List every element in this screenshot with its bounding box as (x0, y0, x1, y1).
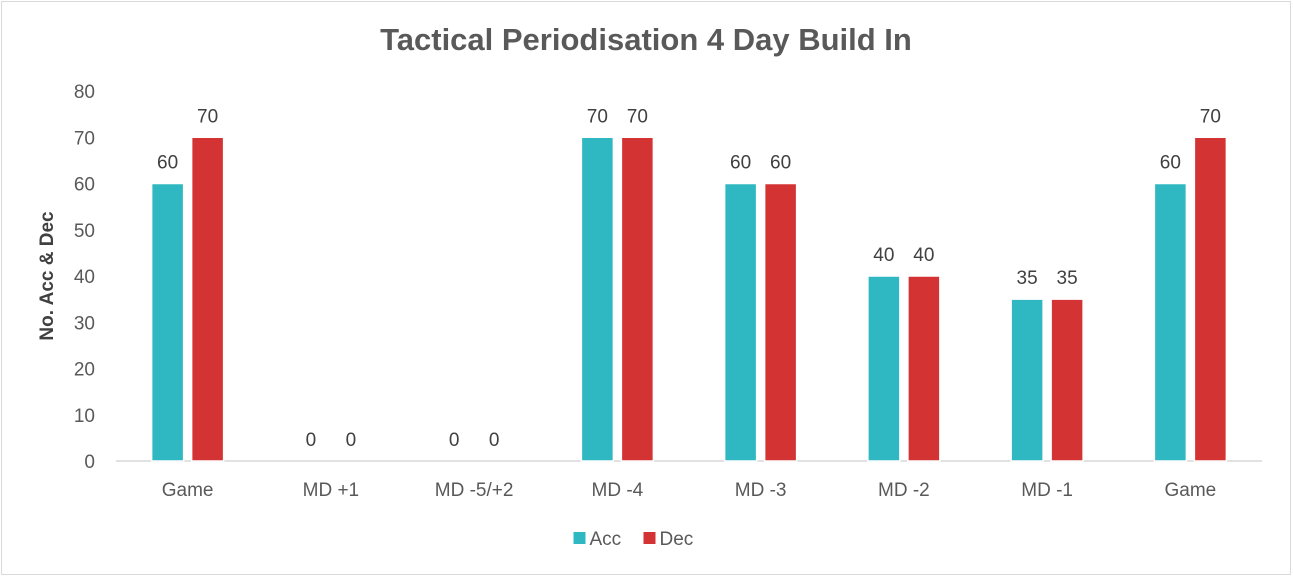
x-tick-label: MD -3 (735, 480, 787, 501)
bar-acc (723, 182, 758, 462)
y-tick-label: 50 (74, 221, 95, 242)
data-label-acc: 35 (1017, 268, 1038, 289)
bar-dec (620, 136, 655, 462)
y-tick-label: 0 (84, 452, 95, 473)
data-label-dec: 70 (1200, 106, 1221, 127)
data-label-dec: 70 (197, 106, 218, 127)
bar-acc (867, 275, 901, 462)
data-label-acc: 60 (1160, 153, 1181, 174)
bar-dec (763, 182, 798, 462)
data-label-acc: 70 (587, 106, 608, 127)
data-label-acc: 0 (306, 430, 317, 451)
data-label-dec: 70 (627, 106, 648, 127)
data-label-acc: 60 (730, 153, 751, 174)
x-tick-label: MD -2 (878, 480, 930, 501)
bar-acc (150, 182, 185, 462)
y-tick-label: 70 (74, 128, 95, 149)
legend-label-acc: Acc (590, 529, 622, 550)
bar-dec (1193, 136, 1228, 462)
x-tick-label: Game (1165, 480, 1217, 501)
x-tick-label: MD +1 (303, 480, 360, 501)
x-tick-label: MD -5/+2 (435, 480, 514, 501)
x-axis: Game MD +1 MD -5/+2 MD -4 MD -3 MD -2 MD -1 Gam… (162, 480, 1217, 501)
chart-title: Tactical Periodisation 4 Day Build In (380, 22, 912, 57)
legend: Acc Dec (573, 529, 694, 550)
x-tick-label: MD -4 (592, 480, 644, 501)
y-tick-label: 30 (74, 313, 95, 334)
legend-label-dec: Dec (660, 529, 694, 550)
bar-acc (580, 136, 615, 462)
data-label-dec: 0 (346, 430, 357, 451)
y-tick-label: 80 (74, 82, 95, 103)
data-label-dec: 60 (770, 153, 791, 174)
y-axis: 0 10 20 30 40 50 60 70 80 (74, 82, 95, 473)
x-tick-label: MD -1 (1021, 480, 1073, 501)
legend-swatch-acc (573, 532, 586, 544)
bar-dec (190, 136, 225, 462)
bar-dec (907, 275, 941, 462)
data-label-acc: 0 (449, 430, 460, 451)
data-label-dec: 40 (913, 245, 934, 266)
data-label-acc: 60 (157, 153, 178, 174)
x-tick-label: Game (162, 480, 214, 501)
bar-acc (1010, 298, 1044, 462)
data-label-dec: 0 (489, 430, 500, 451)
y-tick-label: 60 (74, 175, 95, 196)
bar-dec (1050, 298, 1084, 462)
y-tick-label: 40 (74, 267, 95, 288)
y-tick-label: 10 (74, 406, 95, 427)
y-axis-title: No. Acc & Dec (37, 211, 58, 341)
y-tick-label: 20 (74, 360, 95, 381)
bar-series (150, 136, 1228, 462)
bar-acc (1153, 182, 1188, 462)
legend-swatch-dec (643, 532, 656, 544)
data-label-dec: 35 (1057, 268, 1078, 289)
data-label-acc: 40 (873, 245, 894, 266)
data-labels: 60 0 0 70 60 40 35 60 70 0 0 70 60 40 35 70 (157, 106, 1221, 451)
